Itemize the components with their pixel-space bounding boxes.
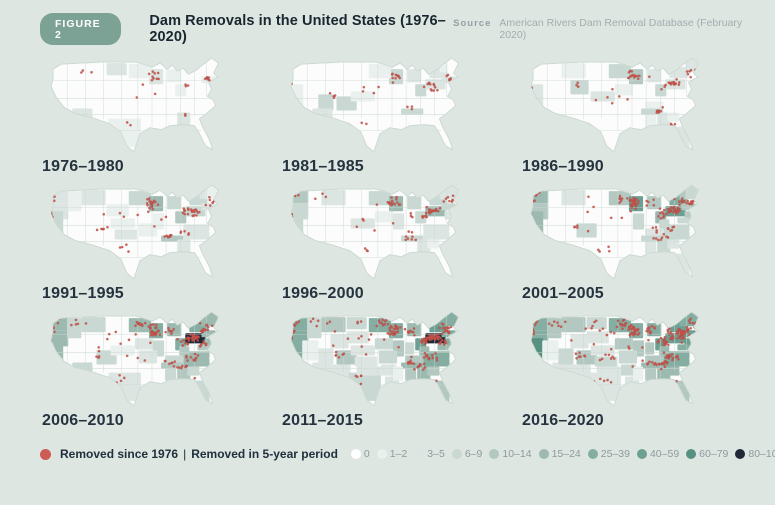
legend-separator: | [183, 447, 187, 461]
legend-bin: 40–59 [636, 448, 680, 460]
legend-bin: 10–14 [489, 448, 532, 460]
map-panel: 1986–1990 [520, 56, 742, 183]
legend-bins: 0 1–2 3–5 6–9 10–14 15–24 25–39 40–59 60–79 80–10… [350, 448, 775, 460]
map-panel: 1991–1995 [40, 183, 262, 310]
legend-bin: 6–9 [451, 448, 483, 460]
us-map [290, 57, 460, 153]
removed-dot-swatch [40, 448, 51, 460]
legend-bin-swatch [414, 449, 425, 459]
figure-header: FIGURE 2 Dam Removals in the United Stat… [40, 13, 747, 45]
us-map [290, 184, 460, 280]
legend-bin-label: 0 [363, 448, 370, 460]
map-panel: 1996–2000 [280, 183, 502, 310]
legend-bin-swatch [735, 449, 746, 459]
legend-text: Removed since 1976 | Removed in 5-year per… [60, 447, 338, 461]
figure-title: Dam Removals in the United States (1976–… [149, 13, 446, 45]
legend-bin-label: 1–2 [389, 448, 408, 460]
period-label: 1996–2000 [282, 285, 364, 302]
source: Source American Rivers Dam Removal Datab… [453, 17, 743, 41]
legend-bin: 0 [350, 448, 370, 460]
source-text: American Rivers Dam Removal Database (Fe… [499, 17, 743, 41]
us-map [530, 184, 700, 280]
legend-bin-swatch [587, 449, 598, 459]
legend-bin: 15–24 [538, 448, 581, 460]
legend-bin: 25–39 [587, 448, 630, 460]
map-panel: 1976–1980 [40, 56, 262, 183]
us-map [50, 311, 220, 407]
figure-badge: FIGURE 2 [40, 13, 122, 45]
legend-bin-swatch [350, 449, 361, 459]
legend-bin: 1–2 [376, 448, 408, 460]
legend-bin-swatch [538, 449, 549, 459]
map-grid: 1976–1980 1981–1985 1986–1990 1991–1995 1996… [40, 56, 747, 437]
legend-bin-label: 3–5 [427, 448, 445, 460]
us-map [530, 311, 700, 407]
us-map [50, 184, 220, 280]
us-map [530, 57, 700, 153]
map-panel: 2001–2005 [520, 183, 742, 310]
legend-bin-label: 10–14 [502, 448, 532, 460]
legend-bin-label: 6–9 [464, 448, 483, 460]
legend-bin-label: 80–100 [748, 448, 775, 460]
legend-bin-swatch [686, 449, 697, 459]
period-label: 2006–2010 [42, 412, 124, 429]
map-panel: 2006–2010 [40, 310, 262, 437]
map-panel: 2011–2015 [280, 310, 502, 437]
legend-bin-swatch [489, 449, 500, 459]
period-label: 2001–2005 [522, 285, 604, 302]
period-label: 1976–1980 [42, 158, 124, 175]
legend-bin-label: 40–59 [649, 448, 680, 460]
us-map [50, 57, 220, 153]
legend-bin: 3–5 [414, 448, 445, 460]
legend-bin-label: 25–39 [600, 448, 630, 460]
map-panel: 1981–1985 [280, 56, 502, 183]
period-label: 2011–2015 [282, 412, 364, 429]
period-label: 1986–1990 [522, 158, 604, 175]
period-label: 1991–1995 [42, 285, 124, 302]
legend-bin-swatch [376, 449, 387, 459]
period-label: 2016–2020 [522, 412, 604, 429]
legend-bin-swatch [451, 449, 462, 459]
legend-bin: 80–100 [735, 448, 775, 460]
legend: Removed since 1976 | Removed in 5-year per… [40, 447, 775, 461]
legend-bin: 60–79 [686, 448, 728, 460]
legend-bin-label: 15–24 [551, 448, 581, 460]
legend-dot-label: Removed since 1976 [60, 447, 179, 461]
legend-bin-label: 60–79 [699, 448, 729, 460]
source-label: Source [453, 18, 492, 29]
legend-bin-swatch [636, 449, 647, 459]
us-map [290, 311, 460, 407]
legend-range-label: Removed in 5-year period [191, 447, 338, 461]
period-label: 1981–1985 [282, 158, 364, 175]
map-panel: 2016–2020 [520, 310, 742, 437]
